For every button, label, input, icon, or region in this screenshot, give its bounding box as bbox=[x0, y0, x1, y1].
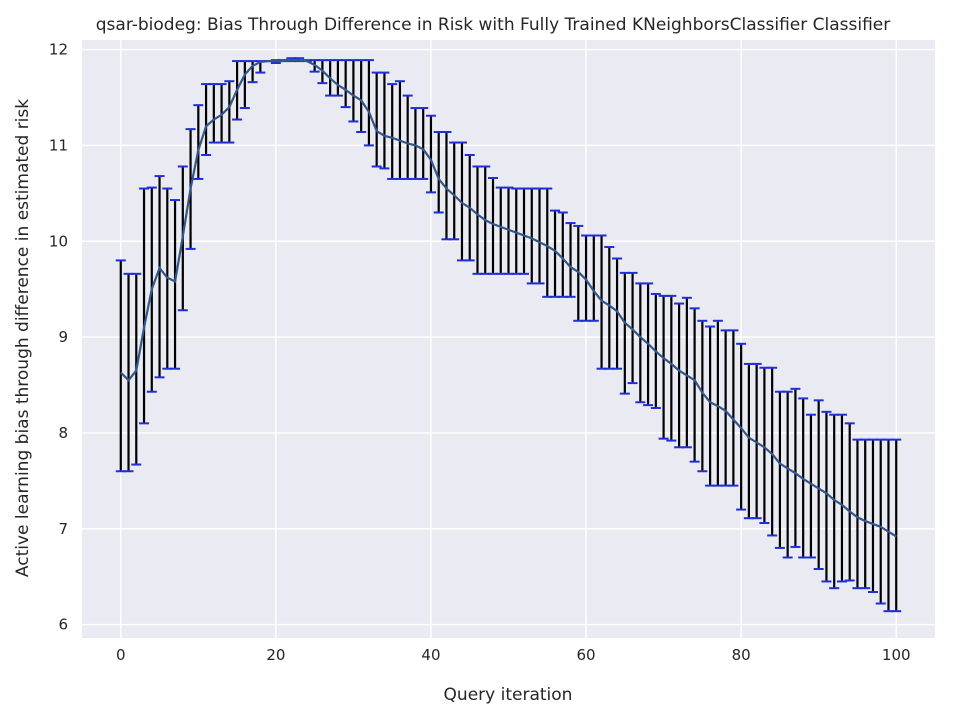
x-tick-label: 80 bbox=[732, 646, 751, 664]
x-tick-label: 20 bbox=[266, 646, 285, 664]
y-tick-label: 8 bbox=[58, 424, 68, 442]
y-tick-label: 10 bbox=[49, 232, 68, 250]
y-axis-label: Active learning bias through difference … bbox=[13, 99, 33, 577]
chart-title: qsar-biodeg: Bias Through Difference in … bbox=[96, 15, 890, 35]
y-tick-label: 12 bbox=[49, 41, 68, 59]
x-axis-label: Query iteration bbox=[444, 685, 573, 705]
y-tick-label: 11 bbox=[49, 136, 68, 154]
x-tick-label: 60 bbox=[576, 646, 595, 664]
plot-area: 0 20 40 60 80 100 6 7 8 9 10 11 12 bbox=[49, 40, 935, 664]
x-tick-label: 100 bbox=[882, 646, 911, 664]
plot-background bbox=[82, 40, 935, 638]
x-tick-label: 40 bbox=[421, 646, 440, 664]
x-tick-label: 0 bbox=[116, 646, 126, 664]
y-tick-label: 6 bbox=[58, 616, 68, 634]
mean-series-line bbox=[119, 59, 897, 538]
y-tick-label: 9 bbox=[58, 328, 68, 346]
y-tick-label: 7 bbox=[58, 520, 68, 538]
